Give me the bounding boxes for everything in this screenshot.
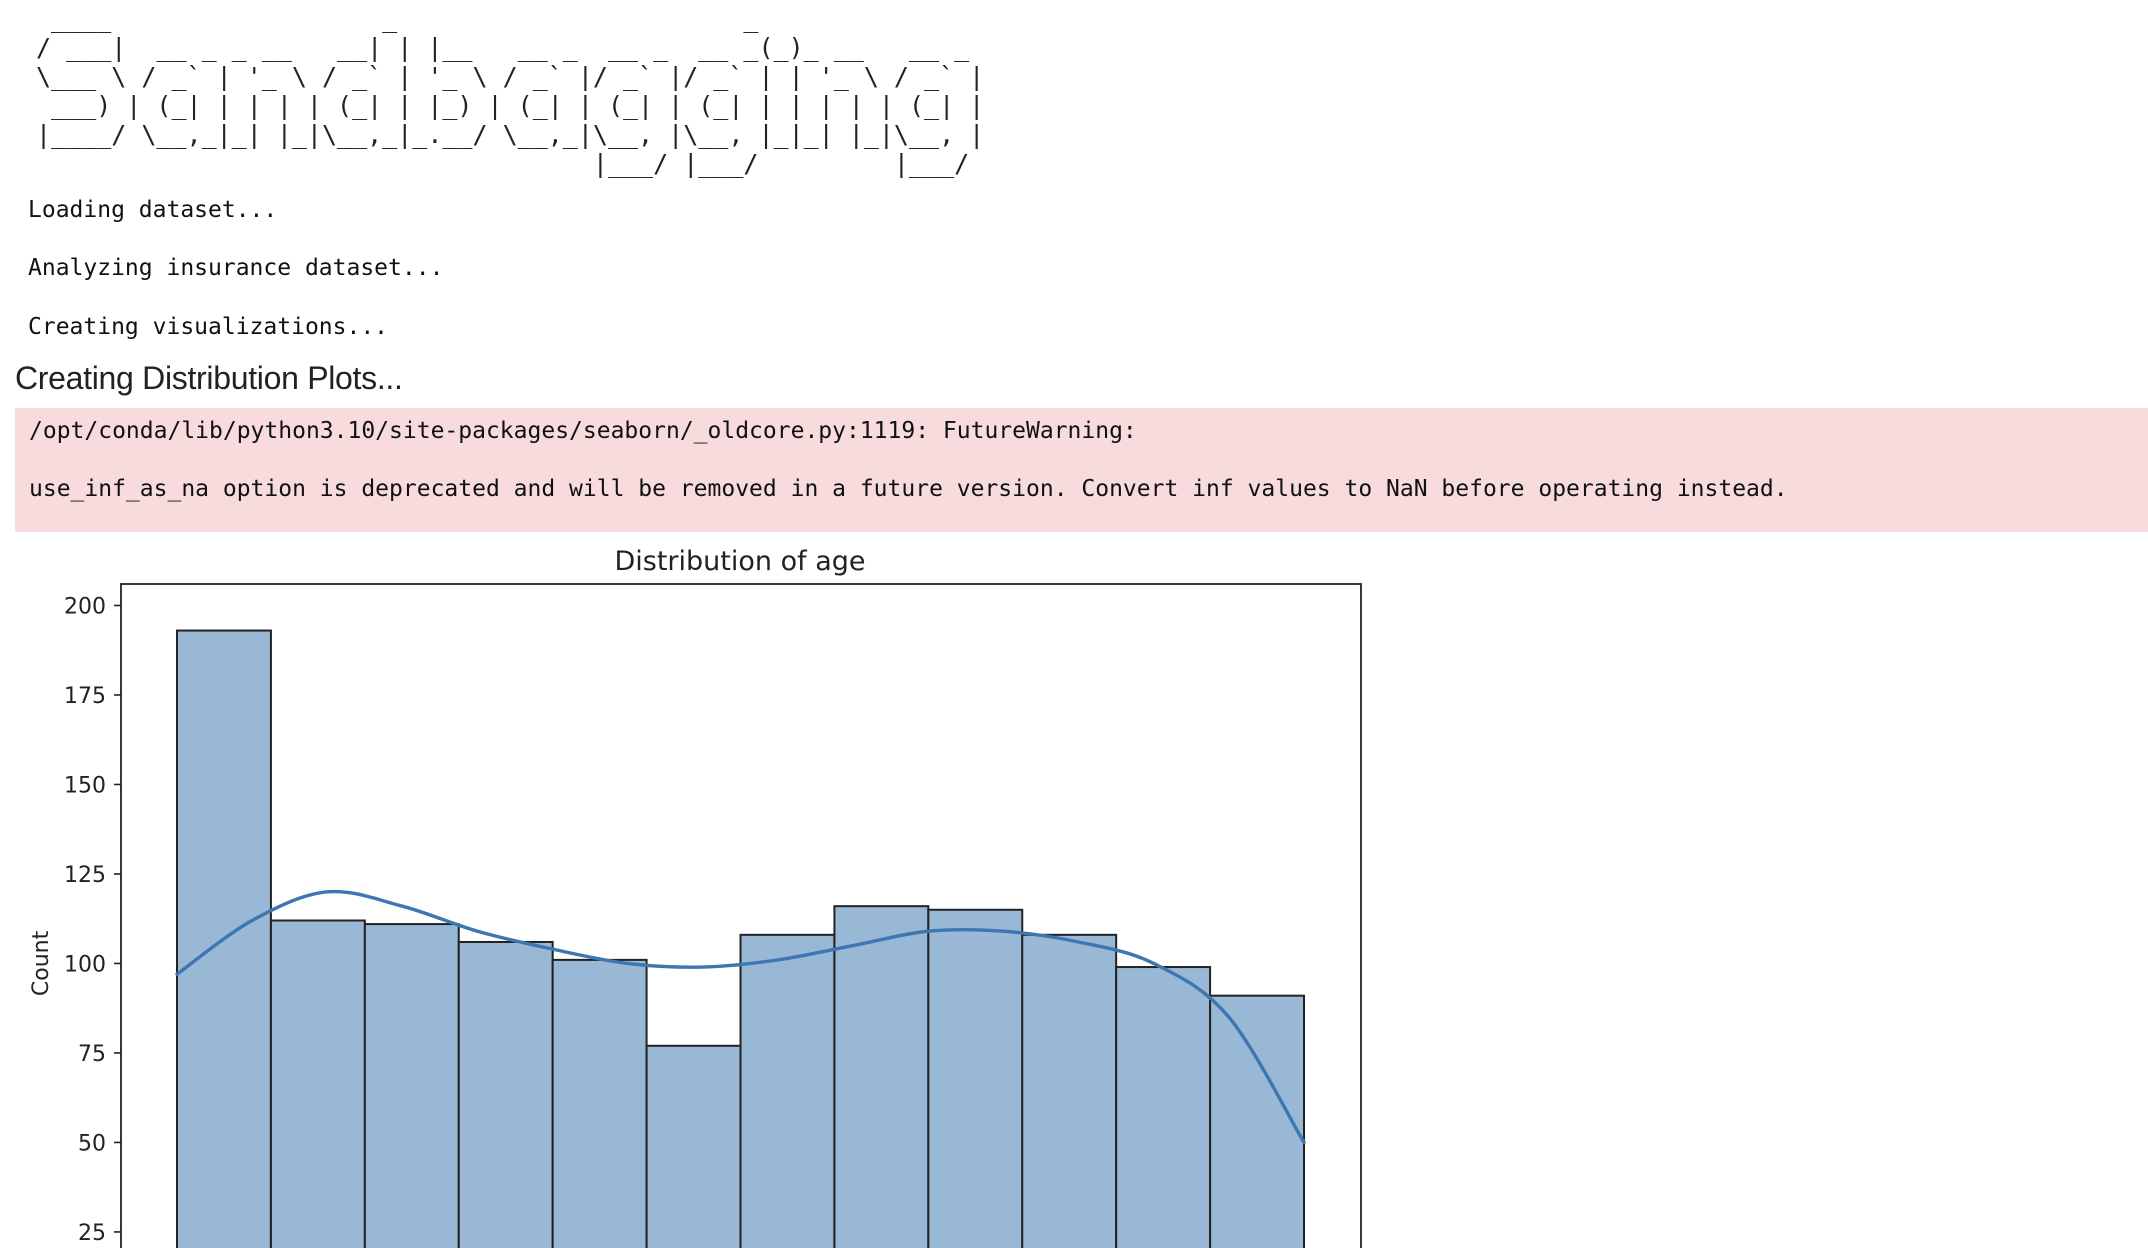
- section-heading: Creating Distribution Plots...: [15, 360, 403, 396]
- y-tick-label: 150: [64, 773, 106, 798]
- ascii-art-logo: ____ _ _ / ___| __ _ _ __ __| | |__ __ _…: [36, 4, 985, 178]
- plot-frame: [120, 583, 1362, 1248]
- histogram-bar: [269, 919, 366, 1248]
- log-line-visualizing: Creating visualizations...: [28, 314, 389, 340]
- histogram-bar: [833, 905, 930, 1248]
- warning-line-message: use_inf_as_na option is deprecated and w…: [29, 476, 1788, 502]
- histogram-bar: [457, 940, 554, 1248]
- kde-line: [175, 889, 1306, 1145]
- chart-title: Distribution of age: [614, 546, 865, 577]
- log-line-loading: Loading dataset...: [28, 197, 278, 223]
- y-axis-label: Count: [29, 930, 54, 996]
- histogram-bar: [363, 923, 460, 1248]
- y-tick-label: 175: [64, 684, 106, 709]
- histogram-bar: [551, 958, 648, 1248]
- y-tick-label: 100: [64, 952, 106, 977]
- y-axis: 25 50 75 100 125 150 175 200: [64, 594, 121, 1246]
- histogram-bar: [739, 933, 836, 1248]
- histogram-bar: [645, 1044, 742, 1248]
- y-tick-label: 25: [78, 1221, 106, 1246]
- histogram-bar: [1115, 966, 1212, 1248]
- y-tick-label: 50: [78, 1131, 106, 1156]
- warning-box: /opt/conda/lib/python3.10/site-packages/…: [15, 408, 2148, 532]
- age-distribution-chart: Distribution of age 25 50 75 100 125 150 175 20…: [29, 546, 1362, 1248]
- y-tick-label: 75: [78, 1042, 106, 1067]
- histogram-bar: [927, 908, 1024, 1248]
- y-tick-label: 200: [64, 594, 106, 619]
- warning-line-path: /opt/conda/lib/python3.10/site-packages/…: [29, 418, 1137, 444]
- log-line-analyzing: Analyzing insurance dataset...: [28, 255, 444, 281]
- histogram-bar: [1209, 994, 1306, 1248]
- histogram-bar: [1021, 933, 1118, 1248]
- y-tick-label: 125: [64, 863, 106, 888]
- histogram-bars: [176, 629, 1306, 1248]
